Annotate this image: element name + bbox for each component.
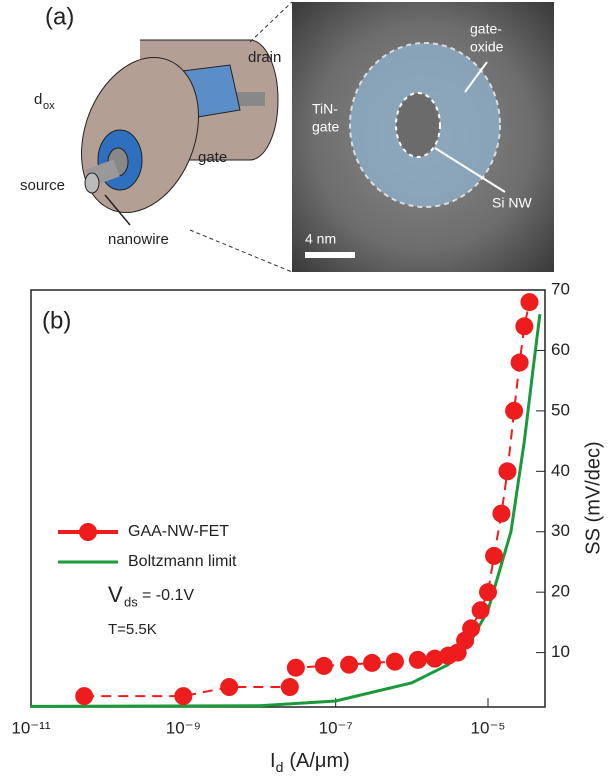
y-tick-label: 10: [551, 642, 570, 661]
y-tick-label: 30: [551, 521, 570, 540]
label: d: [34, 91, 42, 108]
si-core: [395, 92, 441, 158]
y-tick-label: 50: [551, 400, 570, 419]
data-point: [505, 401, 524, 420]
data-point: [515, 317, 534, 336]
label: oxide: [470, 39, 504, 55]
panel-label: (a): [45, 3, 74, 30]
data-point: [174, 687, 193, 706]
data-point: [75, 687, 94, 706]
data-point: [498, 462, 517, 481]
data-point: [485, 546, 504, 565]
y-tick-label: 60: [551, 340, 570, 359]
y-tick-label: 40: [551, 461, 570, 480]
y-tick-label: 20: [551, 582, 570, 601]
data-point: [520, 293, 539, 312]
data-point: [425, 649, 444, 668]
scale-bar: [305, 252, 355, 258]
x-tick-label: 10⁻⁹: [166, 718, 201, 737]
schematic: [81, 1, 293, 273]
data-point: [408, 650, 427, 669]
x-tick-label: 10⁻¹¹: [11, 718, 51, 737]
annotation: = -0.1V: [142, 587, 194, 604]
data-point: [471, 601, 490, 620]
label: gate: [198, 149, 227, 166]
data-point: [385, 652, 404, 671]
arrow: [104, 194, 131, 226]
arrow: [434, 147, 506, 193]
data-point: [314, 656, 333, 675]
label: TiN-: [312, 101, 338, 117]
data-point: [479, 583, 498, 602]
label: ox: [43, 100, 55, 112]
annotation: T=5.5K: [108, 621, 157, 638]
arrow: [464, 61, 488, 93]
label: nanowire: [108, 231, 169, 248]
panel-label: (b): [42, 307, 71, 334]
data-point: [363, 653, 382, 672]
data-point: [220, 678, 239, 697]
scale-label: 4 nm: [305, 231, 336, 247]
legend-label: GAA-NW-FET: [128, 523, 229, 540]
label: source: [20, 177, 65, 194]
label: drain: [248, 49, 281, 66]
data-point: [280, 678, 299, 697]
label: gate-: [470, 21, 502, 37]
x-axis-label: Id (A/μm): [270, 750, 350, 774]
annotation: V: [108, 582, 123, 607]
label: Si NW: [492, 195, 532, 211]
data-point: [492, 504, 511, 523]
x-tick-label: 10⁻⁷: [319, 718, 353, 737]
label: gate: [312, 119, 339, 135]
legend-label: Boltzmann limit: [128, 553, 237, 570]
data-point: [462, 619, 481, 638]
legend-marker: [79, 523, 97, 541]
y-axis-label: SS (mV/dec): [582, 441, 604, 554]
y-tick-label: 70: [551, 279, 570, 298]
data-point: [286, 658, 305, 677]
annotation: ds: [124, 594, 138, 609]
x-tick-label: 10⁻⁵: [471, 718, 506, 737]
plot-frame: [30, 289, 546, 708]
data-point: [340, 655, 359, 674]
data-point: [510, 353, 529, 372]
